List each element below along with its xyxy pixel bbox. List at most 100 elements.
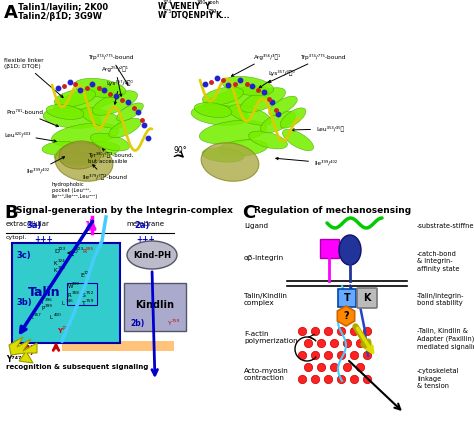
Text: Talin1/layilin; 2K00: Talin1/layilin; 2K00 (18, 3, 108, 12)
Text: E: E (80, 273, 84, 278)
Text: extracellular: extracellular (6, 221, 50, 227)
Text: 759: 759 (172, 319, 181, 323)
Text: Leu⁴²⁰/⁴⁰³: Leu⁴²⁰/⁴⁰³ (4, 132, 56, 142)
Text: 746: 746 (66, 299, 74, 303)
Text: hydrophobic
pocket (Leu³⁵³,
Ile³⁹⁶,Ile³⁹⁹,Leu⁴⁰⁰): hydrophobic pocket (Leu³⁵³, Ile³⁹⁶,Ile³⁹… (52, 182, 99, 198)
Text: ?: ? (343, 311, 349, 321)
Ellipse shape (228, 105, 272, 126)
Ellipse shape (81, 108, 124, 128)
Text: Ile³⁷⁹/⁷⁦²-bound: Ile³⁷⁹/⁷⁦²-bound (82, 165, 127, 180)
Ellipse shape (191, 105, 249, 125)
Ellipse shape (202, 87, 244, 105)
Text: 723: 723 (58, 247, 66, 251)
Text: W: W (158, 2, 166, 11)
Polygon shape (62, 341, 174, 351)
Text: K: K (30, 315, 34, 320)
Ellipse shape (51, 123, 118, 147)
Ellipse shape (127, 241, 177, 269)
Ellipse shape (55, 89, 96, 107)
Text: flexible linker
(β1D; DTQE): flexible linker (β1D; DTQE) (4, 58, 63, 98)
Text: 995: 995 (86, 247, 94, 251)
Ellipse shape (54, 86, 122, 114)
Text: Arg²⁵⁶/²⁦¹: Arg²⁵⁶/²⁦¹ (102, 66, 129, 96)
Text: S: S (82, 293, 86, 298)
Ellipse shape (54, 151, 96, 165)
Text: L: L (62, 301, 65, 306)
Text: 789: 789 (208, 9, 217, 14)
Text: 396: 396 (45, 298, 53, 302)
Text: Trp³⁷⁴/⁷⁷⁵-bound: Trp³⁷⁴/⁷⁷⁵-bound (88, 54, 134, 85)
FancyBboxPatch shape (357, 288, 377, 308)
Text: Talin: Talin (28, 287, 61, 299)
Text: B: B (4, 204, 18, 222)
Ellipse shape (201, 143, 259, 181)
Text: C: C (242, 204, 255, 222)
Text: Talin/Kindlin
complex: Talin/Kindlin complex (244, 293, 287, 307)
Text: 3a): 3a) (26, 221, 41, 230)
Text: +++: +++ (136, 235, 155, 244)
Text: 723: 723 (76, 247, 84, 251)
Ellipse shape (46, 105, 84, 120)
Ellipse shape (283, 129, 314, 151)
Ellipse shape (42, 141, 78, 155)
Text: 739: 739 (72, 282, 80, 286)
Text: R: R (68, 293, 72, 298)
Text: 752: 752 (86, 291, 94, 295)
Ellipse shape (280, 108, 306, 128)
Text: Kind-PH: Kind-PH (133, 251, 171, 259)
Polygon shape (337, 306, 355, 326)
Text: 399: 399 (45, 304, 53, 308)
Text: A: A (4, 4, 18, 22)
Text: Regulation of mechanosensing: Regulation of mechanosensing (254, 206, 411, 215)
Text: P: P (42, 306, 45, 311)
Text: L: L (50, 315, 53, 320)
Text: Talin2/β1D; 3G9W: Talin2/β1D; 3G9W (18, 12, 102, 21)
Ellipse shape (248, 131, 287, 149)
Text: Acto-myosin
contraction: Acto-myosin contraction (244, 368, 289, 382)
Ellipse shape (117, 103, 143, 121)
Text: 357: 357 (34, 313, 42, 317)
Text: DTQENPIY: DTQENPIY (170, 11, 214, 20)
Text: D: D (54, 249, 59, 254)
Text: Lys³⁵⁷/³⁦⁰: Lys³⁵⁷/³⁦⁰ (106, 80, 133, 104)
Text: Lys³⁵⁷/³⁦⁰: Lys³⁵⁷/³⁦⁰ (259, 70, 295, 88)
Ellipse shape (260, 111, 296, 133)
Text: αβ-Integrin: αβ-Integrin (244, 255, 284, 261)
Text: recognition & subsequent signaling: recognition & subsequent signaling (6, 364, 148, 370)
Text: 3c): 3c) (16, 251, 31, 260)
Ellipse shape (74, 78, 126, 98)
Ellipse shape (109, 118, 141, 138)
Ellipse shape (240, 88, 285, 112)
Text: 324: 324 (58, 259, 66, 263)
Polygon shape (9, 337, 37, 363)
Ellipse shape (92, 91, 137, 115)
Ellipse shape (339, 235, 361, 265)
Text: R: R (82, 249, 86, 254)
Text: Y: Y (168, 321, 172, 326)
Ellipse shape (70, 142, 120, 158)
FancyBboxPatch shape (12, 243, 120, 343)
Text: 400: 400 (54, 313, 62, 317)
Text: 747: 747 (62, 326, 72, 331)
Text: membrane: membrane (126, 221, 164, 227)
Text: 90°: 90° (174, 146, 188, 155)
Ellipse shape (59, 141, 101, 169)
Text: 3b): 3b) (16, 298, 32, 307)
Ellipse shape (222, 76, 274, 96)
Text: 2a): 2a) (134, 221, 149, 230)
Ellipse shape (269, 96, 297, 116)
Text: -catch-bond
& Integrin-
affinity state: -catch-bond & Integrin- affinity state (417, 251, 459, 272)
Text: cytopl.: cytopl. (6, 235, 27, 240)
Text: F-actin
polymerization: F-actin polymerization (244, 331, 298, 344)
Text: Y: Y (204, 2, 210, 11)
Text: 316: 316 (58, 266, 66, 270)
Text: VENEIY: VENEIY (170, 2, 201, 11)
Ellipse shape (55, 143, 113, 181)
Text: cooh: cooh (208, 0, 220, 5)
Ellipse shape (91, 133, 129, 151)
Text: K: K (363, 293, 371, 303)
Text: K...: K... (215, 11, 229, 20)
Ellipse shape (194, 103, 232, 117)
Text: -Talin/Integrin-
bond stability: -Talin/Integrin- bond stability (417, 293, 465, 307)
Text: -substrate-stiffness: -substrate-stiffness (417, 223, 474, 229)
